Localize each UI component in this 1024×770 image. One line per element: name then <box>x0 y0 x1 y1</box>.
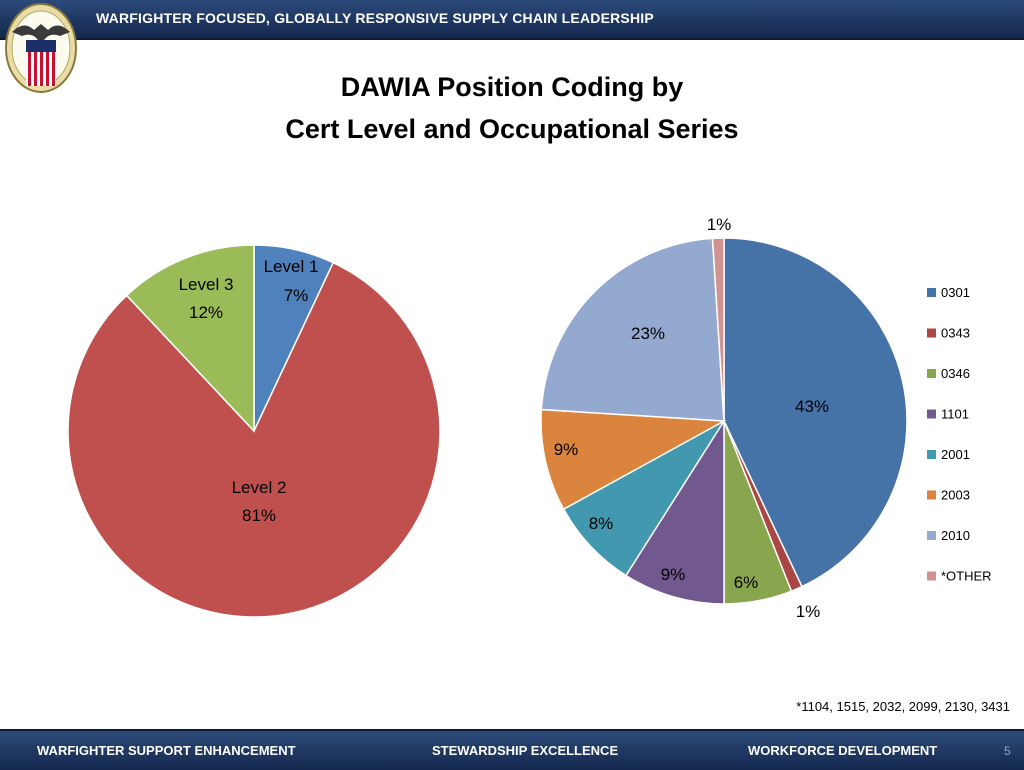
slice-value-other: 1% <box>707 215 732 234</box>
title-line-1: DAWIA Position Coding by <box>340 72 684 102</box>
slice-value-level-1: 7% <box>284 286 309 305</box>
pie-slice-level-2 <box>67 261 441 618</box>
legend-label-1101: 1101 <box>941 407 969 422</box>
pie-slice-1101 <box>624 418 725 605</box>
slice-value-1101: 9% <box>661 565 686 584</box>
slice-value-0346: 6% <box>734 573 759 592</box>
pie-slice-level-3 <box>125 244 255 433</box>
slice-value-2010: 23% <box>631 324 665 343</box>
legend-swatch-2010 <box>927 531 936 540</box>
title-line-2: Cert Level and Occupational Series <box>285 114 739 144</box>
legend-label-0346: 0346 <box>941 366 970 381</box>
legend-label-2010: 2010 <box>941 528 970 543</box>
dla-seal-logo <box>5 3 77 93</box>
legend-swatch-0343 <box>927 328 936 338</box>
page-title: DAWIA Position Coding by Cert Level and … <box>0 66 1024 150</box>
slice-label-level-1: Level 1 <box>264 257 319 276</box>
slice-value-2003: 9% <box>554 440 579 459</box>
header-bar: WARFIGHTER FOCUSED, GLOBALLY RESPONSIVE … <box>0 0 1024 40</box>
slice-value-0301: 43% <box>795 397 829 416</box>
header-banner: WARFIGHTER FOCUSED, GLOBALLY RESPONSIVE … <box>96 10 654 26</box>
footnote: *1104, 1515, 2032, 2099, 2130, 3431 <box>796 699 1010 714</box>
slice-value-0343: 1% <box>796 602 821 621</box>
footer-item-workforce: WORKFORCE DEVELOPMENT <box>748 743 938 758</box>
pie-slice-2010 <box>540 237 725 422</box>
legend-swatch-2003 <box>927 490 936 500</box>
legend-label-2003: 2003 <box>941 488 970 503</box>
legend-swatch-1101 <box>927 409 936 419</box>
footer-bar: WARFIGHTER SUPPORT ENHANCEMENT STEWARDSH… <box>0 729 1024 770</box>
legend-swatch-0301 <box>927 288 936 297</box>
footer-item-stewardship: STEWARDSHIP EXCELLENCE <box>432 743 619 758</box>
pie-slice-0301 <box>723 237 908 588</box>
legend-swatch-other <box>927 571 936 581</box>
slice-label-level-3: Level 3 <box>179 275 234 294</box>
legend-label-0301: 0301 <box>941 285 970 300</box>
legend-label-other: *OTHER <box>941 569 992 584</box>
legend-label-0343: 0343 <box>941 326 970 341</box>
legend-swatch-0346 <box>927 369 936 378</box>
footer-item-warfighter: WARFIGHTER SUPPORT ENHANCEMENT <box>37 743 296 758</box>
legend-swatch-2001 <box>927 450 936 459</box>
pie-slice-2001 <box>562 420 725 577</box>
slice-value-2001: 8% <box>589 514 614 533</box>
slice-value-level-2: 81% <box>242 506 276 525</box>
slice-value-level-3: 12% <box>189 303 223 322</box>
page-number: 5 <box>1004 744 1011 758</box>
pie-slice-2003 <box>540 408 727 511</box>
slice-label-level-2: Level 2 <box>232 478 287 497</box>
legend-label-2001: 2001 <box>941 447 970 462</box>
pie-slice-other <box>711 237 725 422</box>
